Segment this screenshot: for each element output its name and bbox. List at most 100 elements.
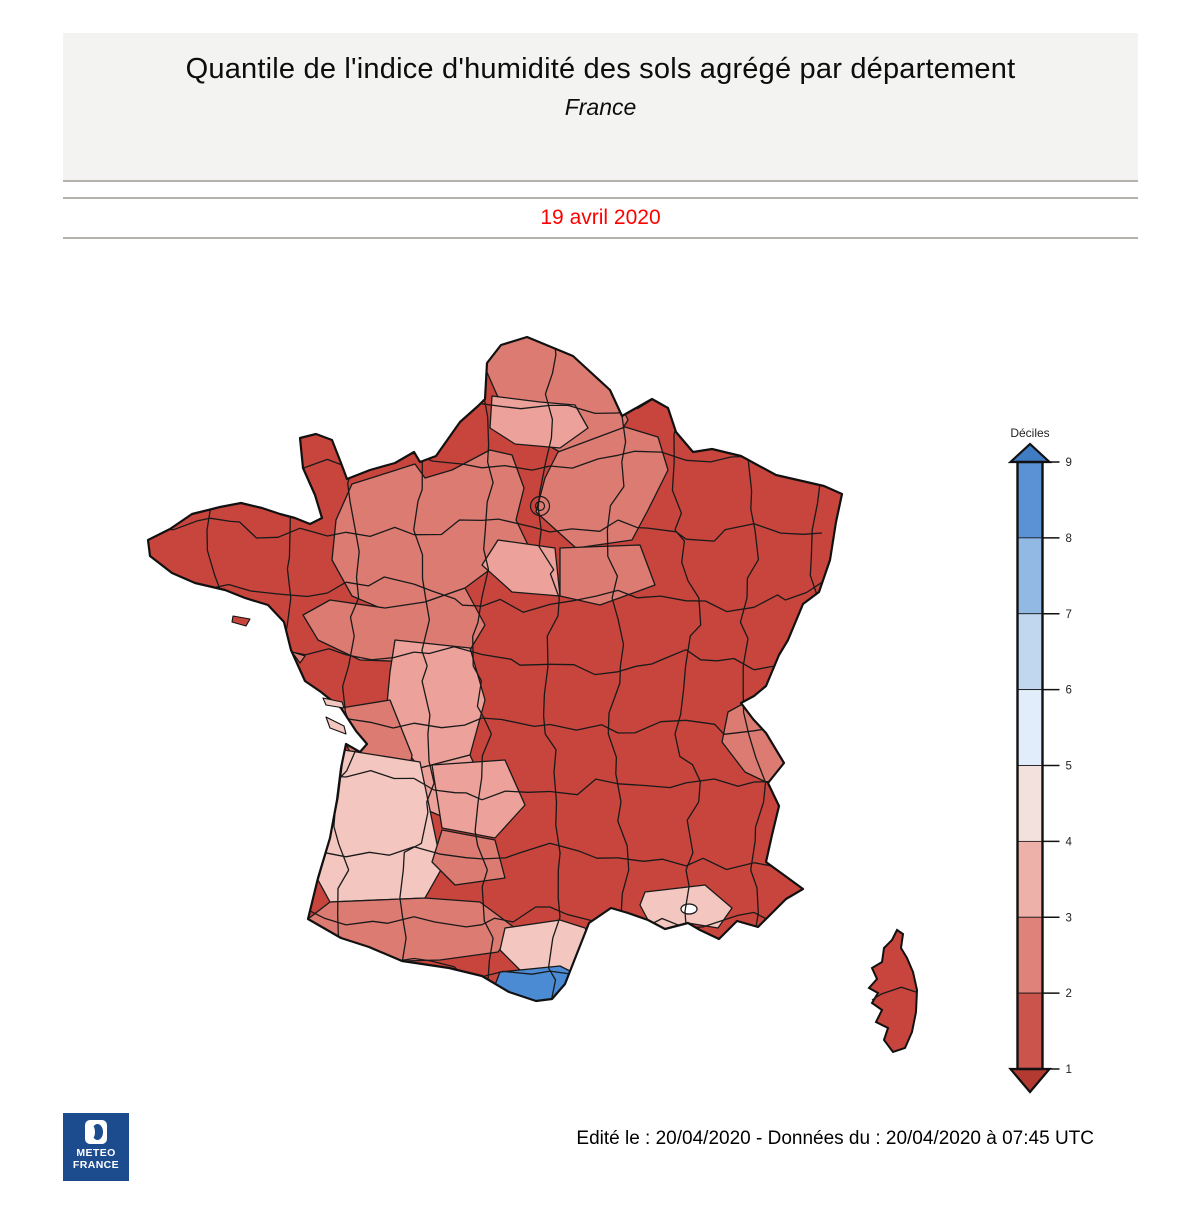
legend-tick-label: 3 bbox=[1066, 912, 1072, 924]
department-border-line bbox=[809, 937, 822, 1001]
department-border-line bbox=[408, 337, 418, 395]
department-border-line bbox=[747, 393, 758, 463]
department-border-line bbox=[753, 581, 823, 608]
department-border-line bbox=[549, 454, 619, 469]
department-border-line bbox=[549, 723, 619, 734]
department-border-line bbox=[685, 523, 755, 542]
department-border-line bbox=[413, 846, 483, 860]
department-border-line bbox=[274, 393, 290, 463]
legend-tick-label: 8 bbox=[1066, 533, 1072, 545]
department-border-line bbox=[809, 529, 819, 599]
department-border-line bbox=[617, 519, 687, 540]
department-border-line bbox=[617, 589, 687, 602]
department-border-line bbox=[813, 337, 823, 395]
department-border-line bbox=[481, 790, 551, 801]
department-border-line bbox=[209, 909, 279, 933]
department-border-line bbox=[481, 970, 551, 978]
map-region-oise-idf bbox=[535, 426, 669, 549]
legend-tick-label: 4 bbox=[1066, 836, 1073, 848]
department-border-line bbox=[277, 775, 347, 798]
department-border-line bbox=[277, 388, 347, 396]
department-border-line bbox=[209, 719, 279, 734]
department-border-line bbox=[682, 938, 688, 1001]
department-border-line bbox=[617, 719, 687, 734]
department-border-line bbox=[474, 801, 489, 871]
department-border-line bbox=[550, 404, 619, 415]
department-border-line bbox=[538, 529, 560, 599]
department-border-line bbox=[148, 914, 211, 933]
department-border-line bbox=[614, 337, 623, 395]
department-border-line bbox=[413, 646, 483, 656]
department-border-line bbox=[277, 337, 285, 395]
department-border-line bbox=[555, 801, 561, 871]
legend-tick-label: 7 bbox=[1066, 609, 1072, 621]
department-border-line bbox=[413, 583, 483, 607]
department-border-line bbox=[552, 869, 561, 939]
department-border-line bbox=[277, 527, 347, 538]
edition-note: Edité le : 20/04/2020 - Données du : 20/… bbox=[576, 1128, 1094, 1149]
department-border-line bbox=[148, 956, 211, 965]
department-border-line bbox=[481, 464, 551, 471]
department-border-line bbox=[209, 869, 226, 939]
department-border-line bbox=[472, 665, 492, 735]
legend-segment bbox=[1017, 461, 1043, 539]
department-border-line bbox=[202, 937, 223, 1001]
department-border-line bbox=[345, 526, 415, 538]
map-region-corse bbox=[867, 928, 919, 1054]
map-region-loiret bbox=[559, 544, 656, 606]
department-border-line bbox=[421, 665, 431, 735]
department-border-line bbox=[345, 388, 415, 404]
department-border-line bbox=[481, 518, 551, 533]
legend-top-arrow bbox=[1007, 442, 1053, 464]
department-border-line bbox=[273, 869, 287, 939]
legend-segment bbox=[1017, 765, 1043, 842]
department-border-line bbox=[750, 801, 765, 871]
department-border-line bbox=[203, 393, 228, 463]
department-border-line bbox=[209, 857, 279, 867]
department-border-line bbox=[484, 461, 494, 531]
department-border-line bbox=[413, 519, 483, 536]
department-border-line bbox=[672, 337, 681, 395]
department-border-line bbox=[674, 733, 701, 803]
department-border-line bbox=[685, 649, 755, 671]
department-border-line bbox=[148, 788, 211, 797]
department-border-line bbox=[426, 733, 435, 803]
department-border-line bbox=[617, 952, 687, 964]
department-border-line bbox=[685, 952, 755, 975]
department-border-line bbox=[748, 733, 767, 803]
department-border-line bbox=[606, 461, 625, 531]
ile-d-oleron bbox=[325, 716, 347, 735]
department-border-line bbox=[413, 916, 483, 928]
department-border-line bbox=[820, 393, 830, 463]
header: Quantile de l'indice d'humidité des sols… bbox=[63, 33, 1138, 182]
department-border-line bbox=[482, 393, 490, 463]
department-border-line bbox=[549, 778, 619, 796]
department-border-line bbox=[345, 769, 415, 780]
page-title: Quantile de l'indice d'humidité des sols… bbox=[185, 53, 1016, 85]
department-border-line bbox=[549, 842, 619, 859]
department-border-line bbox=[617, 801, 630, 871]
department-border-line bbox=[286, 529, 292, 599]
department-border-line bbox=[685, 389, 755, 405]
department-border-line bbox=[345, 916, 415, 926]
department-border-line bbox=[481, 653, 551, 666]
department-border-line bbox=[209, 583, 279, 595]
department-border-line bbox=[685, 801, 700, 871]
department-border-line bbox=[209, 649, 279, 661]
department-border-line bbox=[209, 517, 279, 539]
legend-tick-label: 5 bbox=[1066, 761, 1072, 773]
department-border-line bbox=[810, 597, 819, 667]
legend-segment bbox=[1017, 992, 1043, 1070]
department-border-line bbox=[337, 937, 354, 1001]
department-border-line bbox=[271, 801, 275, 871]
department-border-line bbox=[799, 665, 815, 735]
etang-de-berre-lagoon bbox=[680, 903, 698, 915]
department-border-line bbox=[753, 714, 823, 732]
department-border-line bbox=[546, 597, 560, 667]
department-border-line bbox=[739, 597, 749, 667]
department-border-line bbox=[148, 587, 211, 603]
department-border-line bbox=[481, 906, 550, 926]
department-border-line bbox=[797, 733, 810, 803]
date-band: 19 avril 2020 bbox=[63, 197, 1138, 239]
